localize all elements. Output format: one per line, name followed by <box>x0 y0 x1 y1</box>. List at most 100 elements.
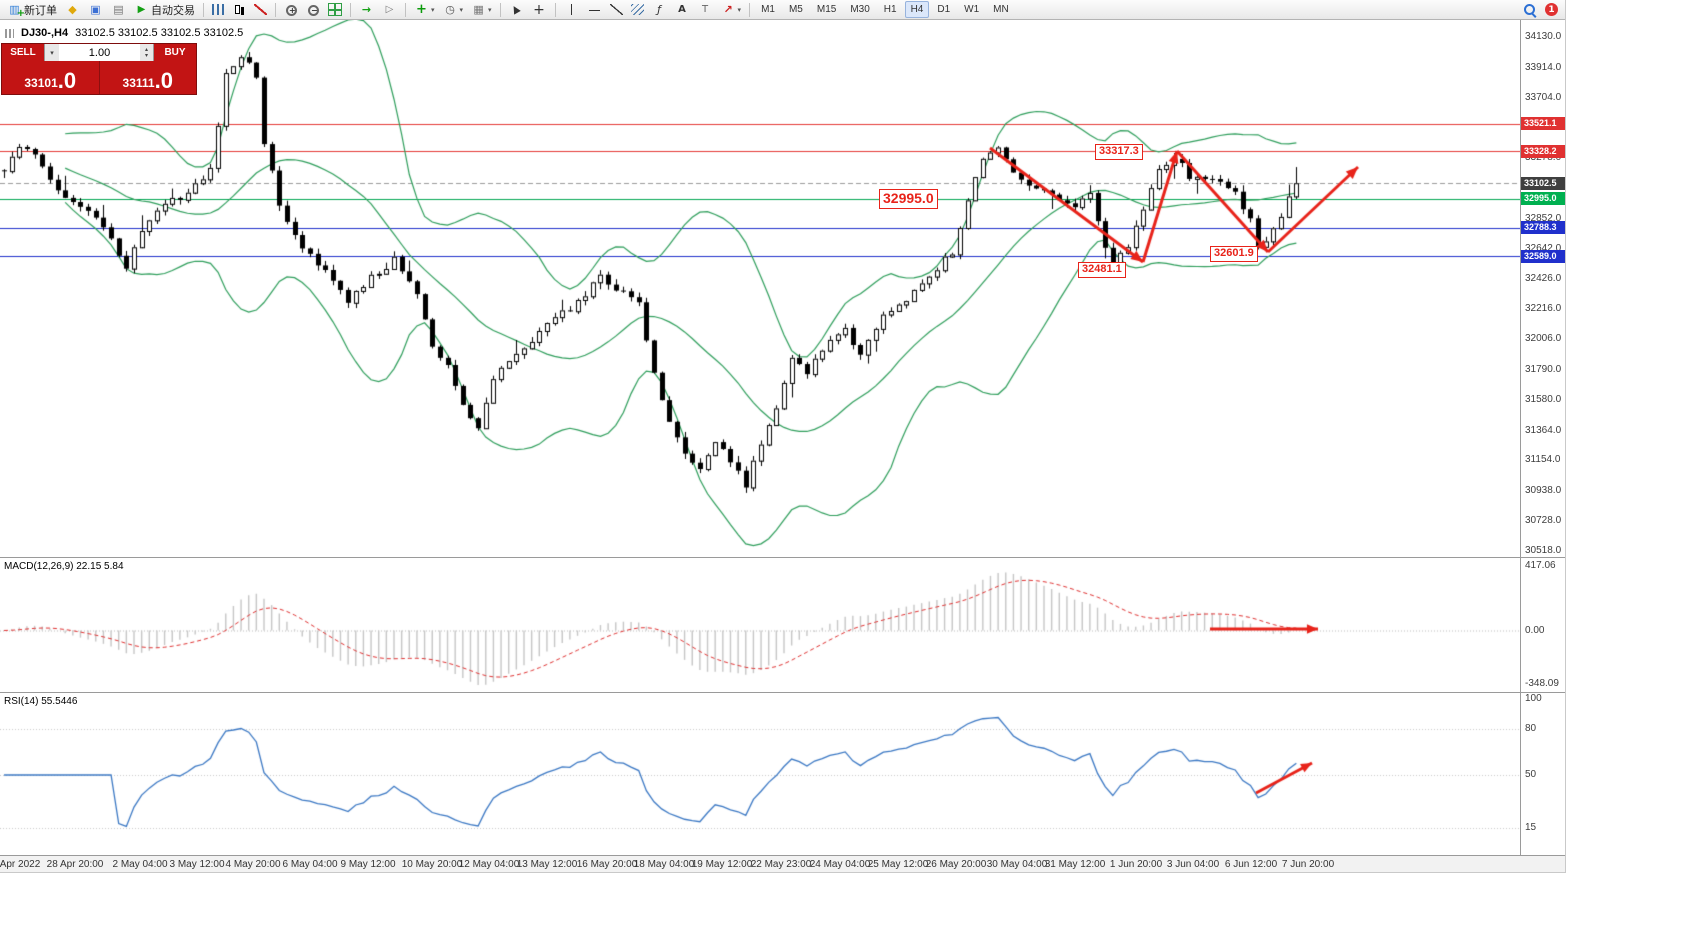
price-highlight-label: 33328.2 <box>1521 144 1565 158</box>
date-label: 19 May 12:00 <box>691 859 753 870</box>
volume-stepper[interactable]: ▴ ▾ <box>140 44 154 61</box>
toolbar-separator <box>749 2 751 17</box>
toolbar-separator <box>350 2 351 17</box>
autotrade-icon <box>134 3 149 17</box>
candles-icon <box>233 4 246 16</box>
rsi-scale-label: 50 <box>1525 769 1537 780</box>
macd-canvas[interactable] <box>0 558 1520 692</box>
bars-icon <box>212 4 225 15</box>
price-tick-label: 32216.0 <box>1525 303 1562 315</box>
text-icon <box>675 3 690 17</box>
zoom-out-icon <box>306 3 320 18</box>
chart-ohlc-header: DJ30-,H4 33102.5 33102.5 33102.5 33102.5 <box>5 27 243 39</box>
toolbar: 新订单 自动交易 ▾ ▾ ▾ ▾ M1 M5 M15 M30 H1 H4 D1 W1 MN 1 <box>0 0 1565 21</box>
toolbar-separator <box>203 2 204 17</box>
timeframe-w1[interactable]: W1 <box>964 4 980 15</box>
panel-separator[interactable] <box>0 692 1565 693</box>
buy-price-main: 33111 <box>122 76 155 90</box>
panel-separator[interactable] <box>0 557 1565 558</box>
toolbar-main: 新订单 自动交易 ▾ ▾ ▾ ▾ <box>3 0 754 21</box>
line-chart-button[interactable] <box>250 0 271 20</box>
timeframe-m5[interactable]: M5 <box>788 4 803 15</box>
price-tick-label: 32852.0 <box>1525 212 1562 224</box>
price-tick-label: 31580.0 <box>1525 393 1562 405</box>
rsi-canvas[interactable] <box>0 693 1520 855</box>
toolbar-separator <box>499 2 501 17</box>
cursor-button[interactable] <box>505 0 528 20</box>
one-click-top-row: SELL ▾ 1.00 ▴ ▾ BUY <box>2 44 196 61</box>
autotrading-button[interactable]: 自动交易 <box>130 0 199 20</box>
vertical-line-button[interactable] <box>560 0 583 20</box>
main-chart-canvas[interactable] <box>0 20 1520 557</box>
text-label-button[interactable] <box>694 0 717 20</box>
sell-price[interactable]: 33101.0 <box>2 61 100 94</box>
new-order-button[interactable]: 新订单 <box>3 0 61 21</box>
price-annotation[interactable]: 32601.9 <box>1210 246 1258 262</box>
date-label: 2 May 04:00 <box>112 859 168 870</box>
date-label: 6 Jun 12:00 <box>1224 859 1278 870</box>
indicators-button[interactable]: ▾ <box>410 0 439 20</box>
templates-button[interactable]: ▾ <box>467 0 496 20</box>
timeframe-h4[interactable]: H4 <box>904 1 930 18</box>
toolbar-separator <box>554 2 556 17</box>
community-button[interactable] <box>61 0 84 20</box>
sell-mode-dropdown[interactable]: ▾ <box>44 44 59 61</box>
volume-input[interactable]: 1.00 <box>59 44 140 61</box>
rsi-scale-label: 80 <box>1525 723 1537 735</box>
one-click-trading-panel: SELL ▾ 1.00 ▴ ▾ BUY 33101.0 33111.0 <box>2 44 196 94</box>
timeframe-mn[interactable]: MN <box>993 4 1009 15</box>
date-label: 12 May 04:00 <box>458 859 520 870</box>
price-annotation[interactable]: 32995.0 <box>879 189 938 209</box>
toolbar-separator <box>405 2 406 17</box>
price-tick-label: 32642.0 <box>1525 242 1562 254</box>
fibonacci-button[interactable] <box>648 0 671 20</box>
price-tick-label: 30938.0 <box>1525 485 1562 497</box>
macd-scale-label: 417.06 <box>1525 560 1556 572</box>
buy-button[interactable]: BUY <box>154 44 196 61</box>
macd-scale-label: -348.09 <box>1525 678 1559 690</box>
zoom-out-button[interactable] <box>302 0 324 20</box>
date-label: 1 Jun 20:00 <box>1109 859 1163 870</box>
buy-price[interactable]: 33111.0 <box>100 61 197 94</box>
tile-windows-button[interactable] <box>324 0 346 20</box>
date-label: 25 May 12:00 <box>867 859 929 870</box>
timeframe-m1[interactable]: M1 <box>761 4 775 15</box>
price-tick-label: 34130.0 <box>1525 31 1562 42</box>
price-tick-label: 31154.0 <box>1525 454 1561 466</box>
date-axis[interactable]: Apr 2022 28 Apr 20:00 2 May 04:00 3 May 12:… <box>0 855 1565 872</box>
price-scale[interactable]: 34130.033914.033704.033488.033278.033068… <box>1520 20 1565 855</box>
clock-icon <box>443 3 458 17</box>
equidistant-channel-button[interactable] <box>627 0 648 20</box>
market-watch-button[interactable] <box>107 0 130 20</box>
zoom-in-button[interactable] <box>280 0 302 20</box>
timeframe-m30[interactable]: M30 <box>850 4 870 15</box>
price-tick-label: 33704.0 <box>1525 91 1562 103</box>
price-tick-label: 33278.0 <box>1525 152 1562 164</box>
periods-button[interactable]: ▾ <box>439 0 468 20</box>
alert-badge: 1 <box>1545 3 1558 16</box>
depth-of-market-button[interactable] <box>84 0 107 20</box>
chart-shift-button[interactable] <box>378 0 401 20</box>
timeframe-d1[interactable]: D1 <box>937 4 951 15</box>
crosshair-button[interactable] <box>528 0 551 20</box>
notification-badge[interactable]: 1 <box>1541 0 1562 20</box>
bar-chart-button[interactable] <box>208 0 229 20</box>
timeframe-h1[interactable]: H1 <box>883 4 897 15</box>
toolbar-right: 1 <box>1519 0 1562 20</box>
price-annotation[interactable]: 33317.3 <box>1095 144 1143 160</box>
auto-scroll-button[interactable] <box>355 0 378 20</box>
trendline-button[interactable] <box>606 0 627 20</box>
text-button[interactable] <box>671 0 694 20</box>
price-annotation[interactable]: 32481.1 <box>1078 262 1126 278</box>
date-label: 3 Jun 04:00 <box>1166 859 1220 870</box>
price-tick-label: 32426.0 <box>1525 273 1562 285</box>
sell-button[interactable]: SELL <box>2 44 44 61</box>
timeframe-m15[interactable]: M15 <box>816 4 837 15</box>
price-highlight-label: 32788.3 <box>1521 221 1565 235</box>
candlestick-chart-button[interactable] <box>229 0 250 20</box>
new-order-icon <box>7 3 25 21</box>
horizontal-line-button[interactable] <box>583 0 606 20</box>
search-button[interactable] <box>1519 0 1541 20</box>
mt4-window: 新订单 自动交易 ▾ ▾ ▾ ▾ M1 M5 M15 M30 H1 H4 D1 W1 MN 1 DJ30-… <box>0 0 1566 873</box>
arrows-button[interactable]: ▾ <box>717 0 746 20</box>
